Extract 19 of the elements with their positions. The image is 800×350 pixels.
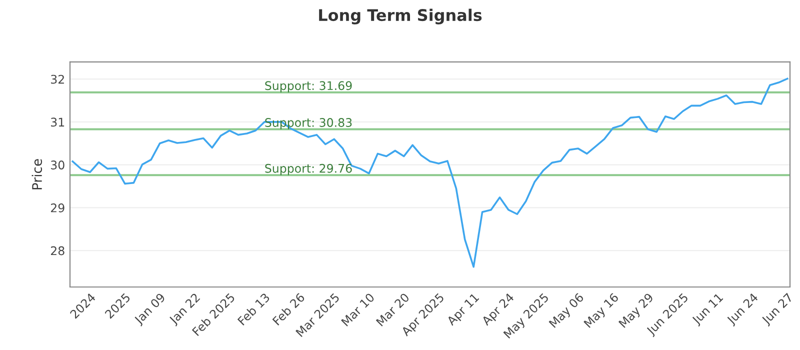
line-series — [72, 78, 788, 268]
x-tick-label: Mar 10 — [340, 292, 375, 327]
y-tick-label: 28 — [50, 246, 64, 256]
x-tick-label: Jun 11 — [691, 292, 725, 327]
y-tick-label: 30 — [51, 160, 64, 170]
ref-line-label: Support: 29.76 — [265, 164, 352, 176]
x-tick-label: Mar 20 — [376, 292, 410, 327]
x-tick-label: Jun 24 — [726, 292, 760, 327]
x-tick-label: Jun 27 — [760, 292, 795, 327]
y-tick-label: 29 — [50, 203, 64, 212]
ref-line-label: Support: 31.69 — [265, 81, 352, 92]
y-axis-title: Price — [32, 159, 42, 190]
y-tick-label: 32 — [51, 74, 64, 84]
x-tick-label: Feb 26 — [272, 292, 306, 326]
x-tick-label: Apr 11 — [446, 292, 481, 328]
chart-title: Long Term Signals — [319, 8, 482, 24]
x-tick-label: Feb 13 — [237, 292, 270, 326]
x-tick-label: Jan 09 — [133, 292, 168, 326]
y-tick-label: 31 — [51, 118, 64, 127]
